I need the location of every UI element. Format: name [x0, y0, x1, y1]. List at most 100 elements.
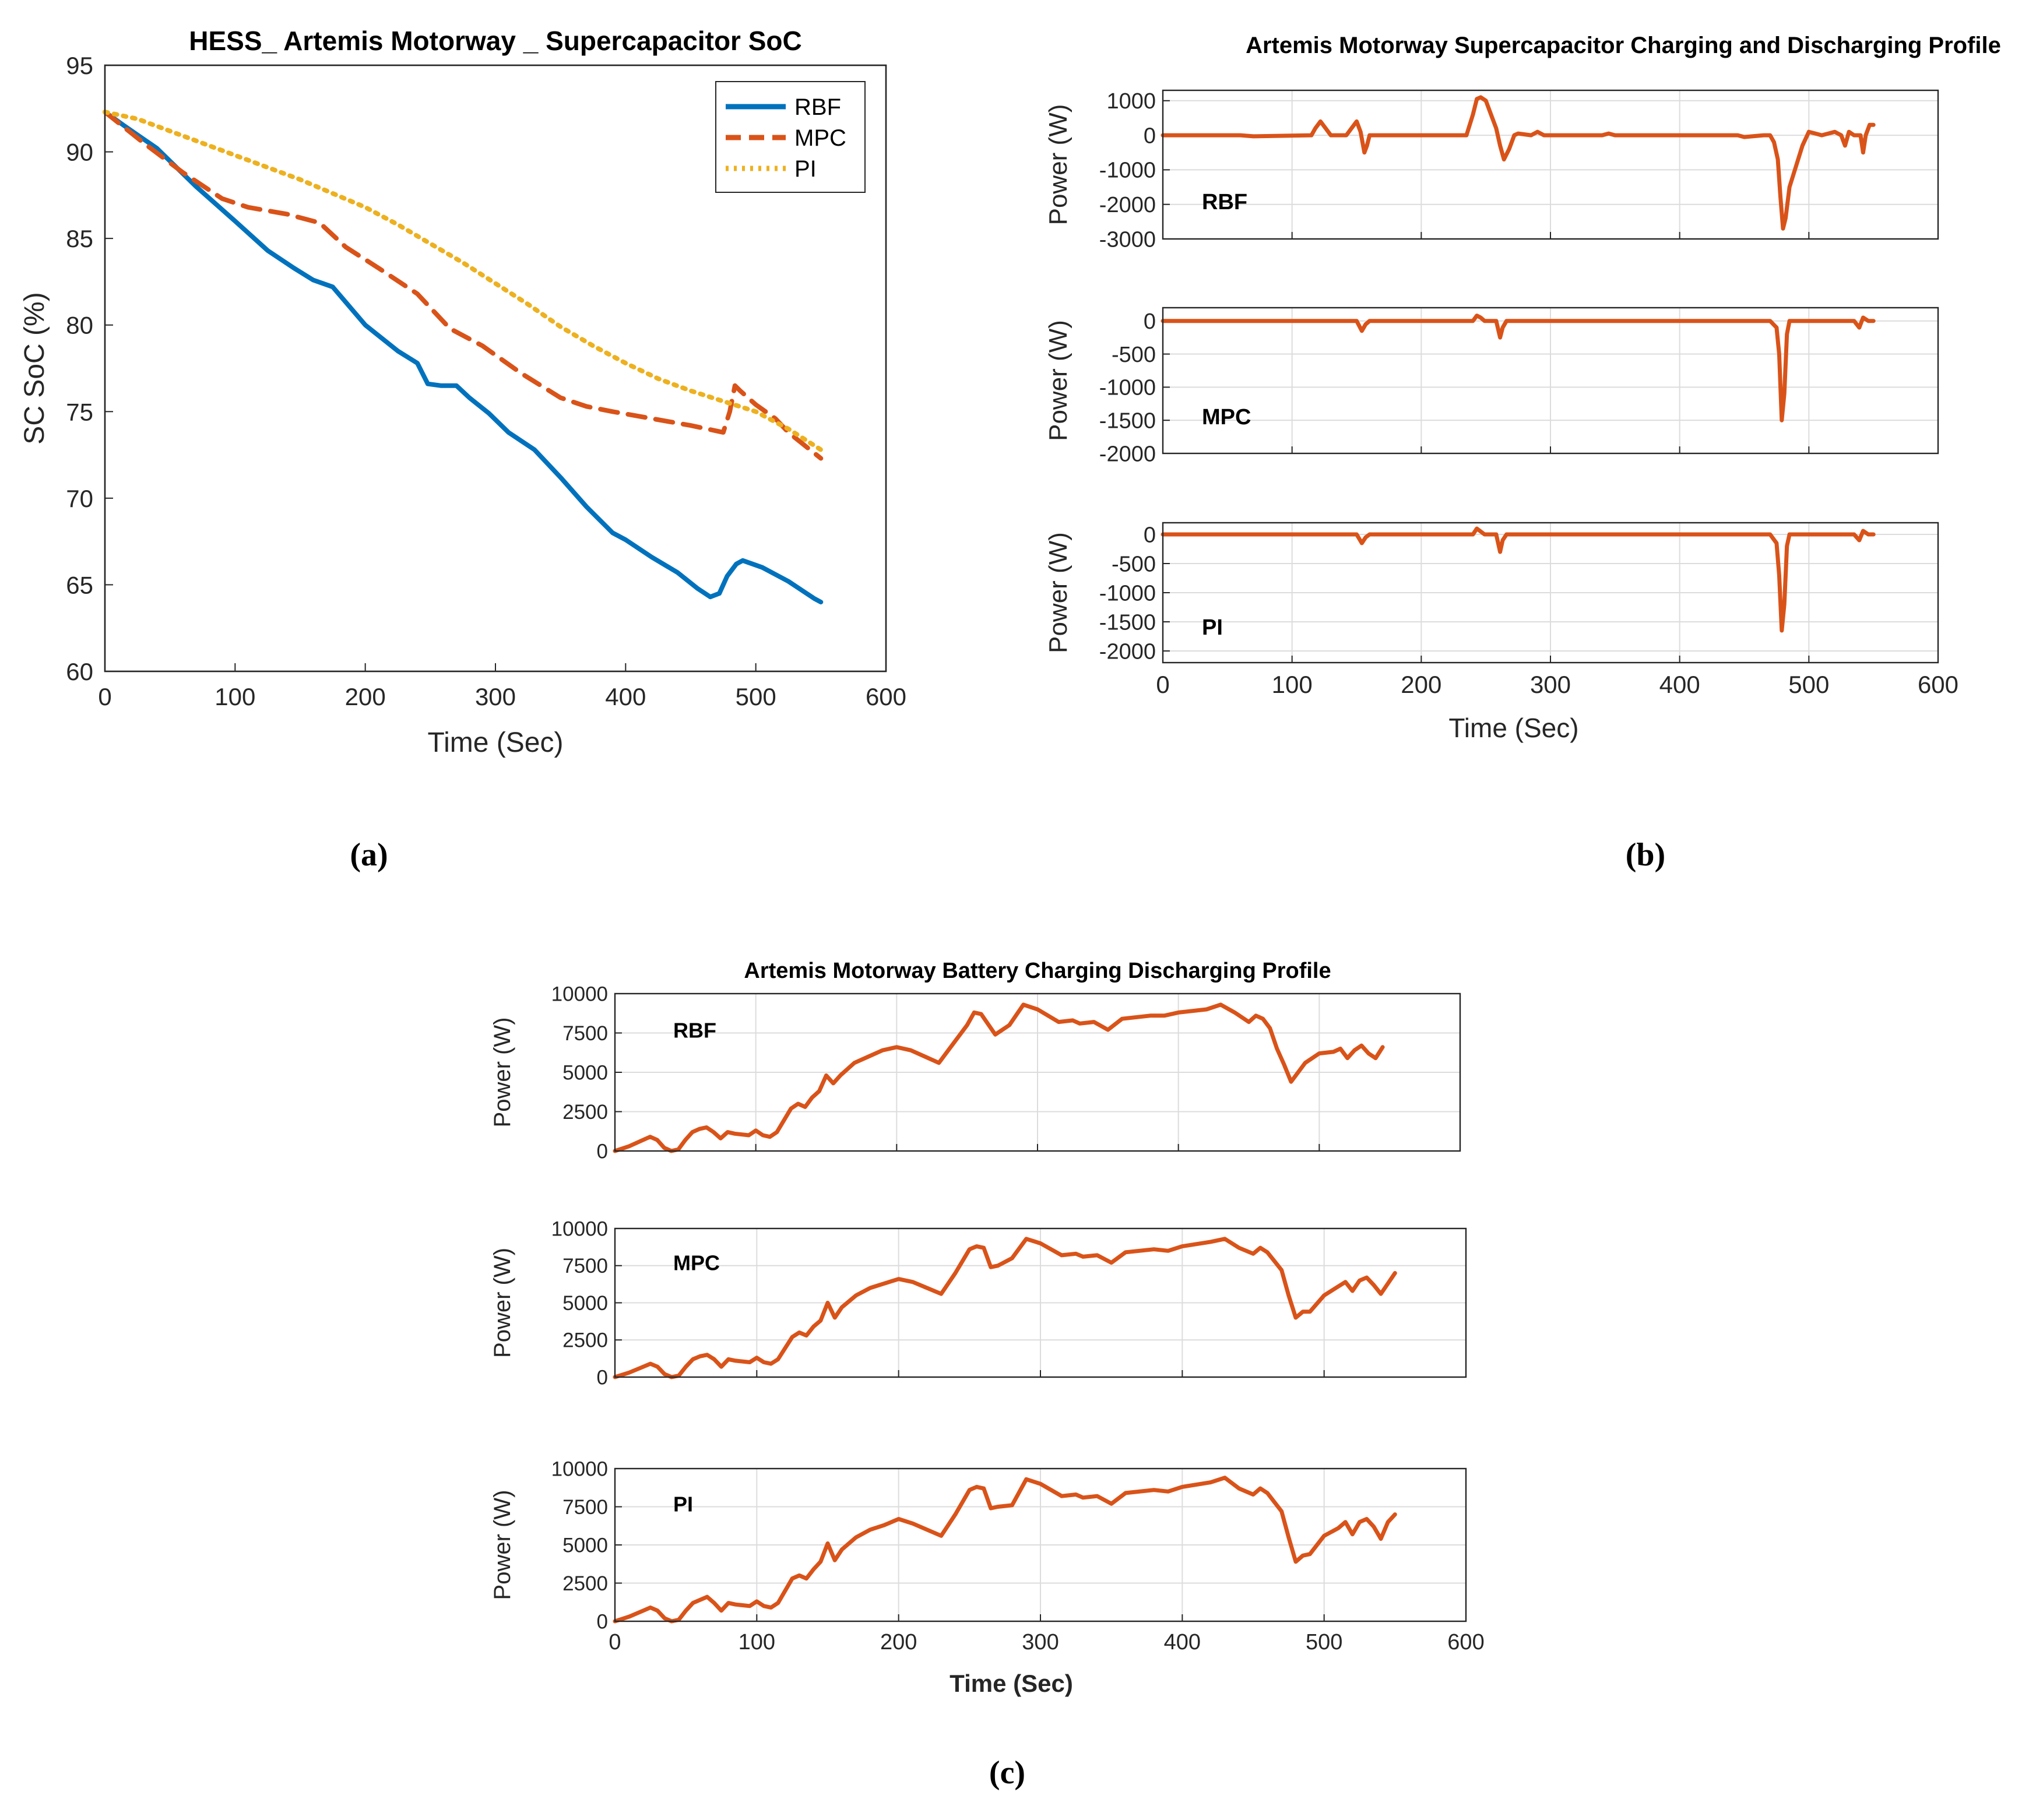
chart-c: Artemis Motorway Battery Charging Discha…	[490, 959, 1485, 1697]
chart-b-rbf-ytick-label-0: -3000	[1099, 227, 1156, 252]
chart-c-subplot-mpc: 0 2500 5000 7500 10000 MPC Power (W)	[490, 1217, 1467, 1389]
legend-label-rbf: RBF	[794, 94, 841, 120]
chart-c-rbf-ytick-label-4: 10000	[551, 983, 608, 1005]
chart-b-pi-xtick-label-4: 400	[1659, 671, 1700, 698]
chart-b-rbf-ytick-label-1: -2000	[1099, 193, 1156, 217]
chart-c-series-mpc	[613, 1237, 1397, 1379]
chart-b-rbf-ytick-label-2: -1000	[1099, 159, 1156, 183]
chart-a-series-rbf	[103, 110, 824, 605]
chart-a-series-mpc	[103, 110, 824, 461]
chart-b-series-pi	[1161, 526, 1876, 633]
chart-b-mpc-frame	[1162, 307, 1939, 455]
chart-c-rbf-ytick-label-1: 2500	[562, 1101, 608, 1124]
chart-b-pi-xtick-label-2: 200	[1401, 671, 1441, 698]
chart-b-pi-xtick-label-0: 0	[1156, 671, 1169, 698]
chart-c-pi-ytick-label-0: 0	[597, 1610, 608, 1633]
chart-b-rbf-frame	[1162, 89, 1939, 240]
chart-b-pi-xtick-label-1: 100	[1272, 671, 1313, 698]
chart-b-mpc-ytick-label-4: 0	[1144, 309, 1156, 334]
chart-c-ylabel-pi: Power (W)	[490, 1490, 515, 1600]
chart-c-mpc-ytick-label-0: 0	[597, 1366, 608, 1389]
legend-label-mpc: MPC	[794, 125, 846, 151]
chart-b-mpc-ytick-label-2: -1000	[1099, 376, 1156, 400]
chart-c-series-rbf	[613, 1002, 1385, 1153]
chart-c-pi-xtick-label-2: 200	[880, 1630, 917, 1654]
chart-b-panel-tag-mpc: MPC	[1202, 405, 1251, 430]
chart-b-series-mpc	[1161, 314, 1876, 423]
chart-c-panel-tag-rbf: RBF	[673, 1019, 716, 1043]
chart-c-panel-tag-pi: PI	[673, 1492, 693, 1516]
chart-b-subplot-rbf: -3000 -2000 -1000 0 1000 RBF Power (W)	[1044, 89, 1939, 252]
chart-b-pi-ytick-label-2: -1000	[1099, 581, 1156, 606]
chart-a-ytick-label-0: 60	[66, 658, 93, 685]
chart-b-panel-tag-pi: PI	[1202, 615, 1223, 640]
chart-c-pi-ytick-label-4: 10000	[551, 1458, 608, 1480]
chart-a-ytick-label-7: 95	[66, 52, 93, 79]
chart-b-pi-ytick-label-3: -500	[1112, 552, 1156, 576]
chart-c-ylabel-mpc: Power (W)	[490, 1248, 515, 1358]
chart-a: HESS_ Artemis Motorway _ Supercapacitor …	[19, 26, 906, 758]
chart-a-xtick-label-6: 600	[866, 683, 906, 710]
chart-c-pi-ytick-label-2: 5000	[562, 1534, 608, 1557]
chart-c-series-pi	[613, 1476, 1397, 1624]
chart-b: Artemis Motorway Supercapacitor Charging…	[1044, 33, 2001, 743]
chart-b-ylabel-pi: Power (W)	[1044, 532, 1072, 653]
chart-b-rbf-ytick-label-4: 1000	[1106, 89, 1156, 114]
chart-c-mpc-frame	[614, 1227, 1467, 1378]
chart-a-frame	[104, 64, 887, 673]
chart-b-series-rbf	[1161, 95, 1876, 231]
chart-b-pi-ytick-label-1: -1500	[1099, 610, 1156, 635]
chart-c-xlabel: Time (Sec)	[950, 1670, 1073, 1697]
chart-b-mpc-ytick-label-0: -2000	[1099, 442, 1156, 466]
chart-c-subplot-pi: 0 2500 5000 7500 10000 0 100 200 300 400 500 600 PI P…	[490, 1458, 1485, 1654]
chart-a-ytick-label-1: 65	[66, 571, 93, 599]
chart-c-mpc-ytick-label-1: 2500	[562, 1329, 608, 1352]
chart-b-mpc-ytick-label-3: -500	[1112, 343, 1156, 367]
legend-label-pi: PI	[794, 156, 817, 182]
chart-a-ytick-label-4: 80	[66, 312, 93, 339]
chart-c-mpc-ytick-label-3: 7500	[562, 1255, 608, 1277]
chart-b-subplot-pi: -2000 -1500 -1000 -500 0 0 100 200 300 400 500 600 P…	[1044, 522, 1958, 698]
chart-a-series-pi	[103, 110, 824, 452]
chart-a-xtick-label-1: 100	[214, 683, 255, 710]
chart-b-panel-tag-rbf: RBF	[1202, 190, 1247, 214]
chart-c-pi-xtick-label-0: 0	[609, 1630, 621, 1654]
chart-b-rbf-ytick-label-3: 0	[1144, 124, 1156, 148]
chart-c-pi-xtick-label-4: 400	[1164, 1630, 1201, 1654]
chart-c-rbf-ytick-label-3: 7500	[562, 1022, 608, 1045]
caption-b: (b)	[1626, 837, 1665, 873]
chart-a-xtick-label-0: 0	[98, 683, 111, 710]
chart-c-pi-xtick-label-3: 300	[1022, 1630, 1059, 1654]
chart-b-xlabel: Time (Sec)	[1448, 713, 1578, 743]
chart-b-pi-ytick-label-4: 0	[1144, 523, 1156, 547]
chart-a-xlabel: Time (Sec)	[428, 727, 564, 758]
chart-c-pi-xtick-label-6: 600	[1447, 1630, 1484, 1654]
chart-c-pi-ytick-label-3: 7500	[562, 1496, 608, 1519]
chart-c-panel-tag-mpc: MPC	[673, 1251, 720, 1275]
chart-b-ylabel-mpc: Power (W)	[1044, 320, 1072, 441]
chart-c-rbf-frame	[614, 992, 1461, 1152]
chart-a-ytick-label-2: 70	[66, 485, 93, 512]
chart-c-pi-ytick-label-1: 2500	[562, 1572, 608, 1595]
chart-c-pi-xtick-label-5: 500	[1306, 1630, 1342, 1654]
chart-a-series	[103, 64, 887, 673]
chart-c-pi-xtick-label-1: 100	[739, 1630, 775, 1654]
chart-b-pi-xtick-label-6: 600	[1918, 671, 1958, 698]
chart-b-pi-frame	[1162, 522, 1939, 664]
chart-b-pi-xtick-label-3: 300	[1530, 671, 1571, 698]
chart-a-xtick-label-4: 400	[605, 683, 646, 710]
chart-a-title: HESS_ Artemis Motorway _ Supercapacitor …	[189, 26, 802, 56]
chart-a-legend: RBF MPC PI	[715, 81, 866, 193]
chart-b-mpc-ytick-label-1: -1500	[1099, 409, 1156, 433]
chart-b-ylabel-rbf: Power (W)	[1044, 104, 1072, 226]
chart-c-pi-frame	[614, 1467, 1467, 1622]
chart-c-ylabel-rbf: Power (W)	[490, 1018, 515, 1128]
chart-a-xtick-label-5: 500	[736, 683, 776, 710]
chart-c-title: Artemis Motorway Battery Charging Discha…	[744, 959, 1331, 983]
caption-c: (c)	[989, 1755, 1025, 1791]
chart-a-ticks: 60 65 70 75 80 85 90 95 0 100 200 300 400 500 600	[66, 52, 906, 710]
chart-c-subplot-rbf: 0 2500 5000 7500 10000 RBF Power (W)	[490, 983, 1461, 1163]
